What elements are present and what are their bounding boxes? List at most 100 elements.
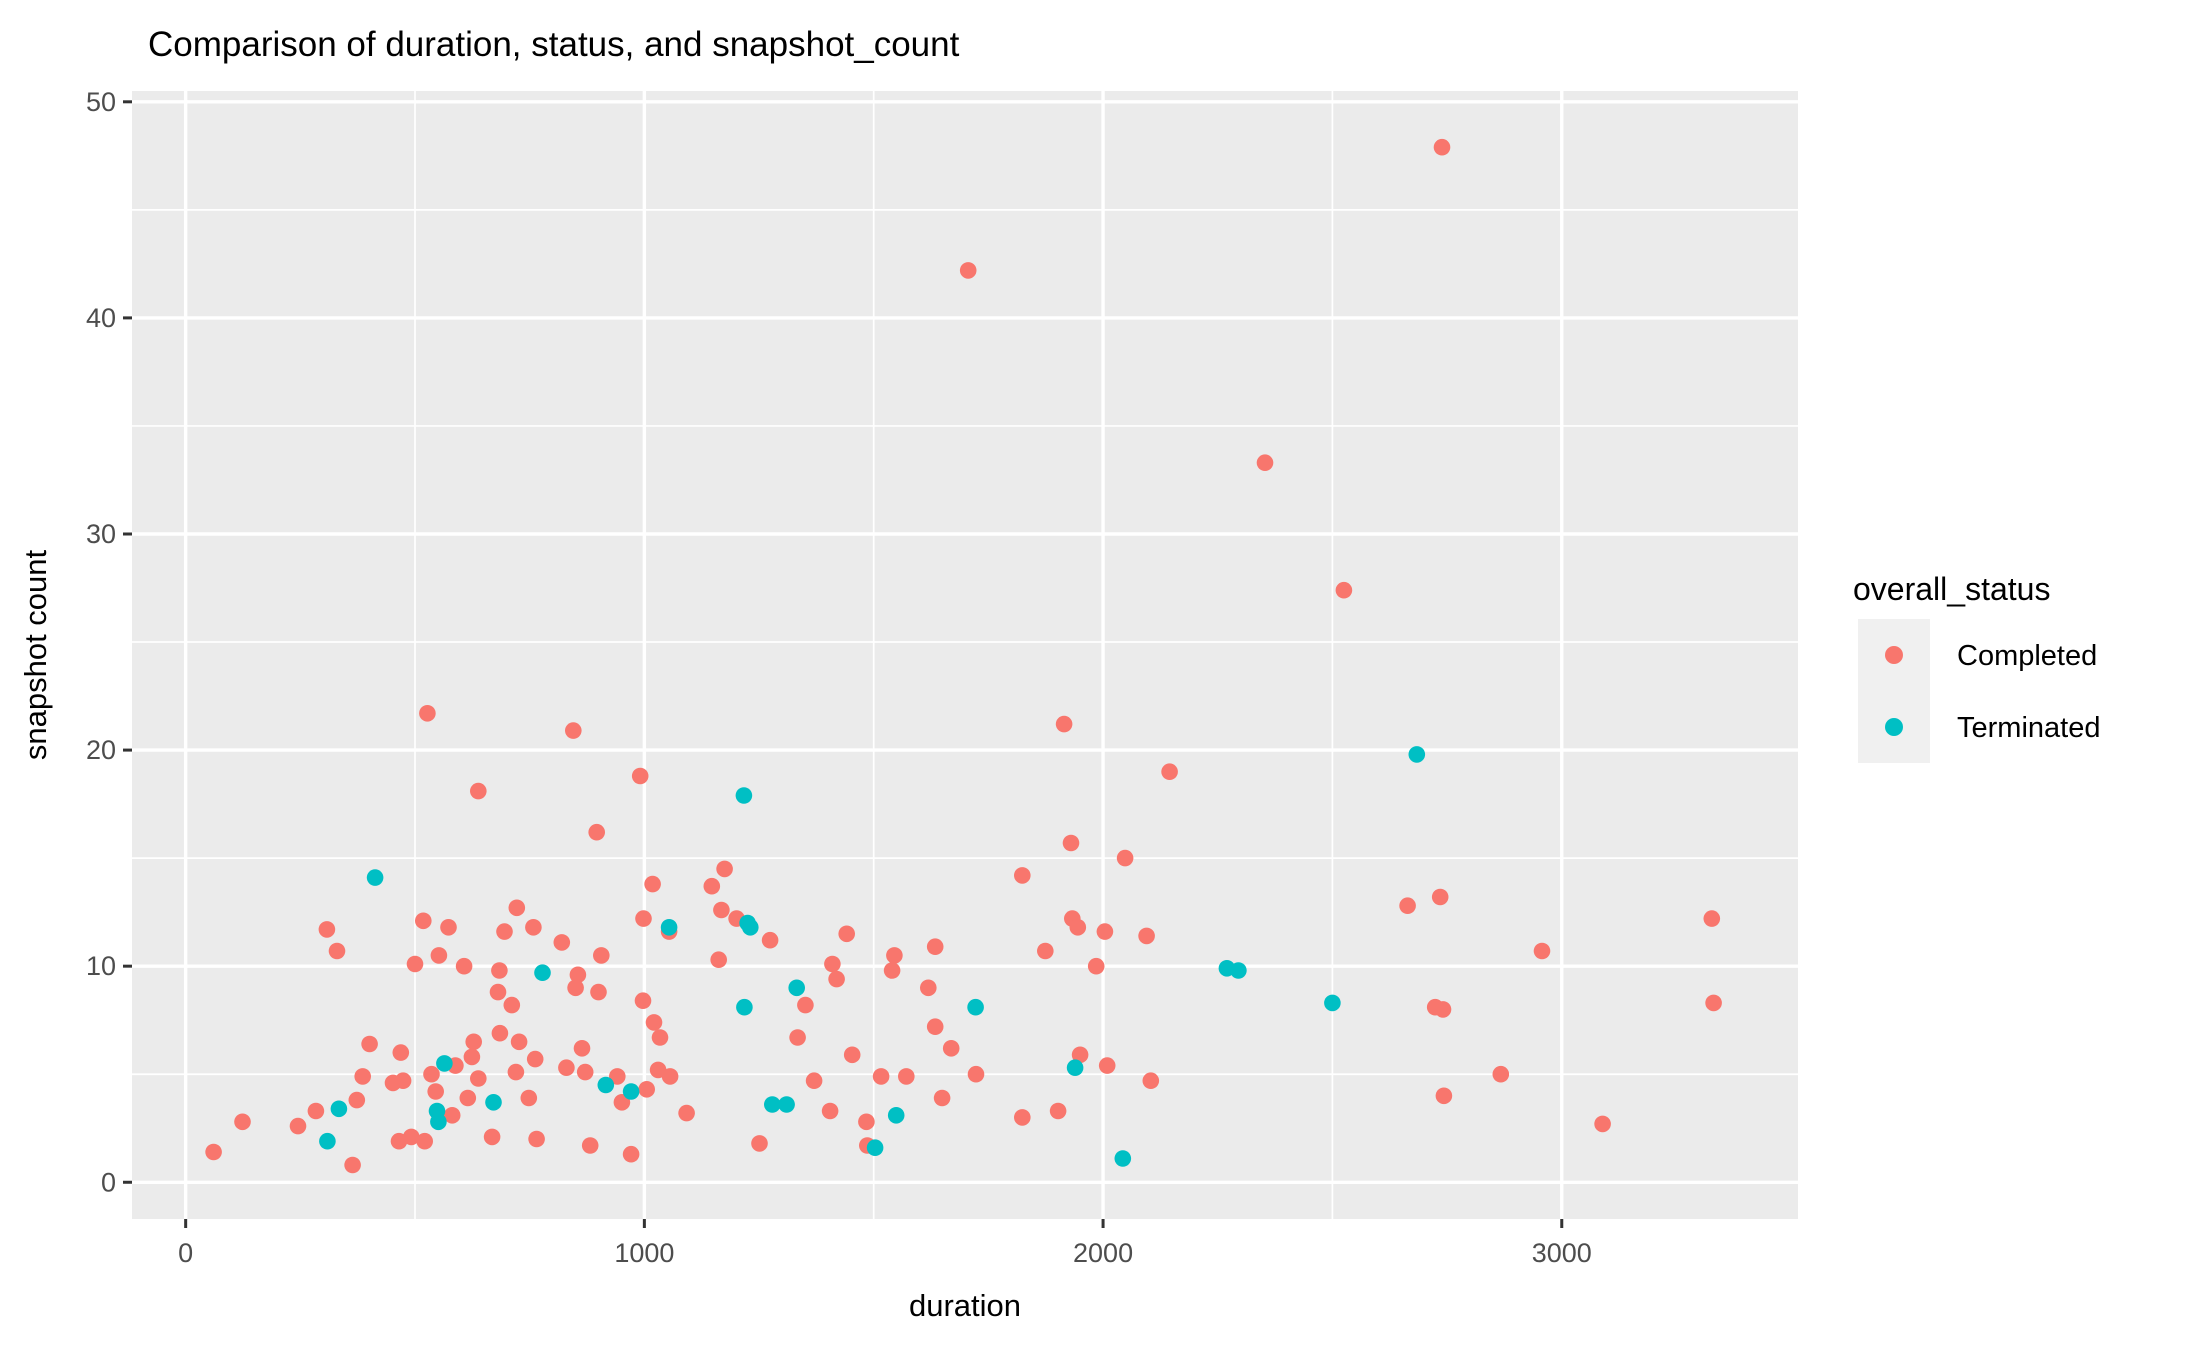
y-axis-title: snapshot count	[18, 549, 53, 760]
data-point-completed	[1037, 942, 1054, 960]
data-point-completed	[1533, 942, 1551, 960]
data-point-completed	[525, 919, 542, 936]
data-point-terminated	[739, 914, 756, 932]
data-point-completed	[510, 1033, 528, 1051]
data-point-completed	[1433, 138, 1451, 156]
data-point-completed	[348, 1091, 366, 1109]
data-point-completed	[503, 996, 521, 1014]
data-point-completed	[1062, 834, 1080, 852]
legend-label-completed: Completed	[1957, 640, 2097, 672]
x-tick-label: 2000	[1073, 1238, 1133, 1268]
data-point-completed	[1435, 1087, 1453, 1105]
data-point-completed	[483, 1128, 501, 1146]
data-point-terminated	[866, 1139, 884, 1156]
data-point-completed	[573, 1040, 591, 1057]
data-point-completed	[491, 962, 508, 979]
data-point-terminated	[887, 1107, 905, 1124]
data-point-completed	[703, 877, 721, 895]
data-point-completed	[1055, 715, 1073, 733]
y-axis-tick-labels: 0 10 20 30 40 50	[86, 87, 116, 1197]
data-point-completed	[1138, 927, 1155, 945]
data-point-terminated	[430, 1113, 447, 1131]
data-point-completed	[440, 919, 457, 936]
data-point-completed	[797, 996, 814, 1014]
data-point-completed	[361, 1035, 378, 1053]
chart-title: Comparison of duration, status, and snap…	[148, 25, 960, 64]
data-point-completed	[843, 1046, 861, 1064]
data-point-completed	[631, 767, 649, 785]
data-point-completed	[489, 983, 507, 1001]
data-point-completed	[821, 1102, 839, 1120]
legend-dot-completed	[1885, 646, 1903, 664]
data-point-terminated	[1114, 1150, 1132, 1167]
data-point-completed	[567, 979, 584, 997]
y-tick-label: 30	[86, 519, 116, 549]
y-tick-label: 40	[86, 303, 116, 333]
data-point-completed	[959, 262, 977, 279]
data-point-completed	[520, 1089, 538, 1107]
data-point-terminated	[366, 869, 384, 886]
data-point-completed	[613, 1094, 631, 1111]
y-tick-label: 10	[86, 951, 116, 981]
data-point-completed	[883, 962, 901, 979]
x-axis-tick-labels: 0 1000 2000 3000	[178, 1238, 1592, 1268]
data-point-completed	[789, 1029, 806, 1046]
data-point-completed	[569, 966, 587, 984]
data-point-completed	[858, 1113, 875, 1131]
data-point-completed	[558, 1059, 575, 1076]
data-point-completed	[710, 951, 727, 968]
data-point-completed	[565, 722, 582, 739]
plot-panel	[132, 91, 1798, 1219]
data-point-completed	[1096, 923, 1114, 940]
data-point-terminated	[330, 1100, 348, 1118]
data-point-completed	[427, 1083, 445, 1100]
data-point-completed	[318, 921, 336, 938]
data-point-completed	[872, 1068, 890, 1085]
data-point-completed	[651, 1029, 669, 1046]
data-point-terminated	[534, 964, 551, 981]
data-point-completed	[1087, 957, 1105, 975]
data-point-completed	[1014, 867, 1031, 884]
data-points-layer	[205, 138, 1722, 1174]
data-point-completed	[1142, 1072, 1160, 1089]
data-point-completed	[394, 1072, 412, 1089]
data-point-completed	[926, 938, 944, 955]
data-point-completed	[645, 1014, 663, 1031]
data-point-completed	[234, 1113, 251, 1131]
data-point-completed	[661, 1068, 679, 1085]
data-point-terminated	[764, 1096, 781, 1113]
data-point-completed	[716, 860, 733, 878]
data-point-completed	[751, 1135, 768, 1152]
data-point-completed	[470, 1070, 487, 1087]
data-point-terminated	[622, 1083, 640, 1100]
data-point-terminated	[735, 787, 753, 804]
data-point-completed	[920, 979, 937, 997]
data-point-completed	[403, 1128, 420, 1146]
data-point-terminated	[778, 1096, 795, 1113]
minor-gridlines	[132, 91, 1798, 1219]
data-point-completed	[713, 901, 730, 919]
data-point-terminated	[1408, 746, 1426, 763]
data-point-completed	[455, 957, 473, 975]
data-point-terminated	[1230, 962, 1247, 979]
data-point-terminated	[436, 1055, 453, 1072]
data-point-completed	[805, 1072, 823, 1089]
x-tick-label: 0	[178, 1238, 193, 1268]
x-tick-label: 1000	[614, 1238, 674, 1268]
data-point-completed	[1431, 888, 1449, 906]
data-point-completed	[354, 1068, 372, 1085]
data-point-completed	[526, 1050, 544, 1068]
data-point-completed	[638, 1081, 655, 1098]
data-point-completed	[942, 1040, 960, 1057]
data-point-completed	[678, 1104, 695, 1122]
data-point-completed	[443, 1107, 461, 1124]
axis-tick-marks	[123, 100, 1564, 1228]
x-axis-title: duration	[909, 1288, 1021, 1323]
data-point-completed	[967, 1065, 985, 1083]
data-point-completed	[430, 947, 448, 964]
x-tick-label: 3000	[1532, 1238, 1592, 1268]
data-point-completed	[1014, 1109, 1031, 1126]
data-point-completed	[344, 1156, 361, 1174]
data-point-completed	[1594, 1115, 1611, 1133]
data-point-completed	[593, 947, 610, 964]
